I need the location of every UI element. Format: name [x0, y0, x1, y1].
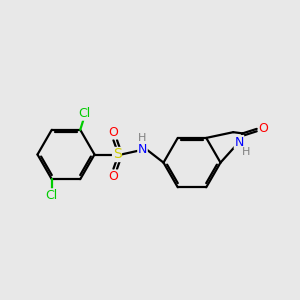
Text: O: O	[108, 126, 118, 139]
Text: S: S	[112, 148, 122, 161]
Text: O: O	[259, 122, 269, 135]
Text: H: H	[138, 133, 147, 143]
Text: H: H	[242, 147, 250, 157]
Text: Cl: Cl	[79, 107, 91, 120]
Text: N: N	[138, 142, 147, 156]
Text: O: O	[108, 170, 118, 183]
Text: N: N	[234, 136, 244, 148]
Text: Cl: Cl	[46, 189, 58, 202]
